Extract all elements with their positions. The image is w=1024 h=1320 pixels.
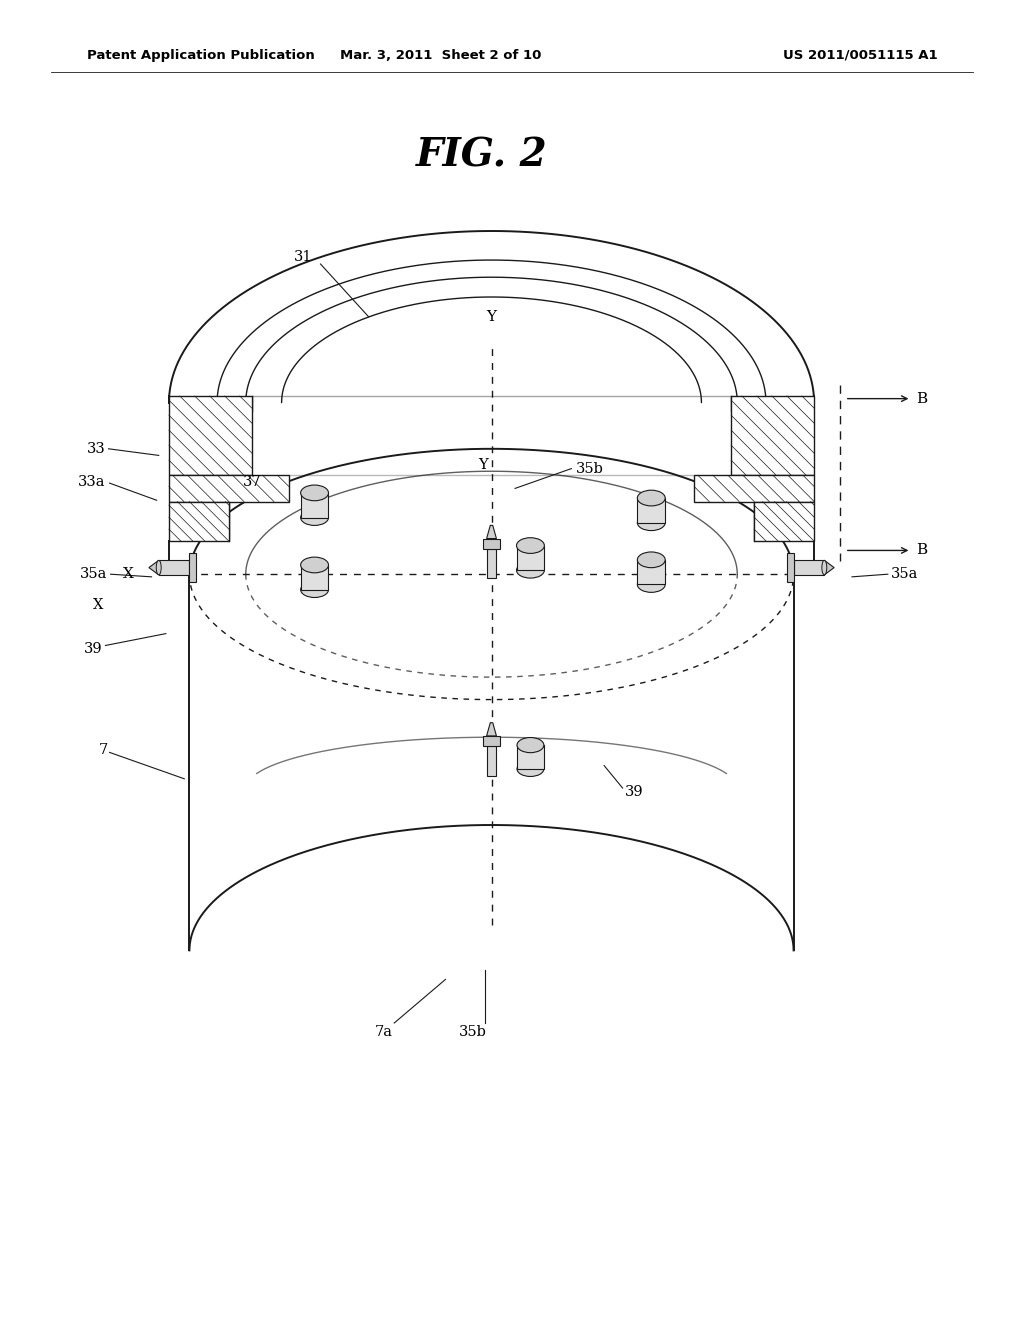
Ellipse shape bbox=[637, 515, 666, 531]
Text: 35b: 35b bbox=[575, 462, 603, 475]
Text: FIG. 2: FIG. 2 bbox=[416, 136, 547, 174]
Text: B: B bbox=[916, 544, 928, 557]
Polygon shape bbox=[824, 561, 835, 576]
Ellipse shape bbox=[637, 552, 666, 568]
Polygon shape bbox=[486, 746, 497, 776]
Ellipse shape bbox=[301, 484, 329, 500]
Polygon shape bbox=[794, 561, 824, 576]
Text: 39: 39 bbox=[625, 785, 643, 799]
Polygon shape bbox=[517, 744, 544, 768]
Polygon shape bbox=[787, 553, 794, 582]
Ellipse shape bbox=[301, 557, 329, 573]
Text: 33a: 33a bbox=[78, 475, 105, 488]
Ellipse shape bbox=[157, 561, 161, 576]
Text: 31: 31 bbox=[294, 251, 312, 264]
Polygon shape bbox=[189, 553, 196, 582]
Polygon shape bbox=[148, 561, 159, 576]
Text: Y: Y bbox=[477, 458, 487, 471]
Polygon shape bbox=[483, 737, 500, 746]
Text: 35b: 35b bbox=[459, 1026, 487, 1039]
Polygon shape bbox=[301, 492, 329, 517]
Ellipse shape bbox=[517, 762, 544, 776]
Text: X: X bbox=[93, 598, 103, 611]
Ellipse shape bbox=[517, 738, 544, 752]
Polygon shape bbox=[694, 475, 814, 502]
Polygon shape bbox=[486, 549, 497, 578]
Polygon shape bbox=[159, 561, 189, 576]
Ellipse shape bbox=[637, 490, 666, 506]
Ellipse shape bbox=[301, 582, 329, 598]
Text: 33: 33 bbox=[87, 442, 105, 455]
Text: 7a: 7a bbox=[375, 1026, 393, 1039]
Polygon shape bbox=[483, 539, 500, 549]
Polygon shape bbox=[169, 502, 228, 541]
Text: X: X bbox=[123, 568, 133, 581]
Polygon shape bbox=[169, 396, 252, 475]
Text: 35a: 35a bbox=[80, 568, 108, 581]
Polygon shape bbox=[486, 525, 497, 539]
Ellipse shape bbox=[637, 577, 666, 593]
Text: Mar. 3, 2011  Sheet 2 of 10: Mar. 3, 2011 Sheet 2 of 10 bbox=[340, 49, 541, 62]
Text: 7: 7 bbox=[98, 743, 108, 756]
Text: 35a: 35a bbox=[891, 568, 919, 581]
Polygon shape bbox=[169, 475, 289, 502]
Polygon shape bbox=[637, 560, 666, 585]
Polygon shape bbox=[486, 722, 497, 737]
Text: US 2011/0051115 A1: US 2011/0051115 A1 bbox=[782, 49, 938, 62]
Ellipse shape bbox=[516, 562, 545, 578]
Polygon shape bbox=[754, 502, 814, 541]
Ellipse shape bbox=[822, 561, 826, 576]
Ellipse shape bbox=[516, 537, 545, 553]
Text: B: B bbox=[916, 392, 928, 405]
Polygon shape bbox=[637, 498, 666, 523]
Text: Patent Application Publication: Patent Application Publication bbox=[87, 49, 314, 62]
Text: Y: Y bbox=[486, 310, 497, 323]
Polygon shape bbox=[516, 545, 545, 570]
Text: 37: 37 bbox=[243, 475, 261, 488]
Polygon shape bbox=[301, 565, 329, 590]
Polygon shape bbox=[731, 396, 814, 475]
Ellipse shape bbox=[301, 510, 329, 525]
Text: 39: 39 bbox=[84, 643, 102, 656]
